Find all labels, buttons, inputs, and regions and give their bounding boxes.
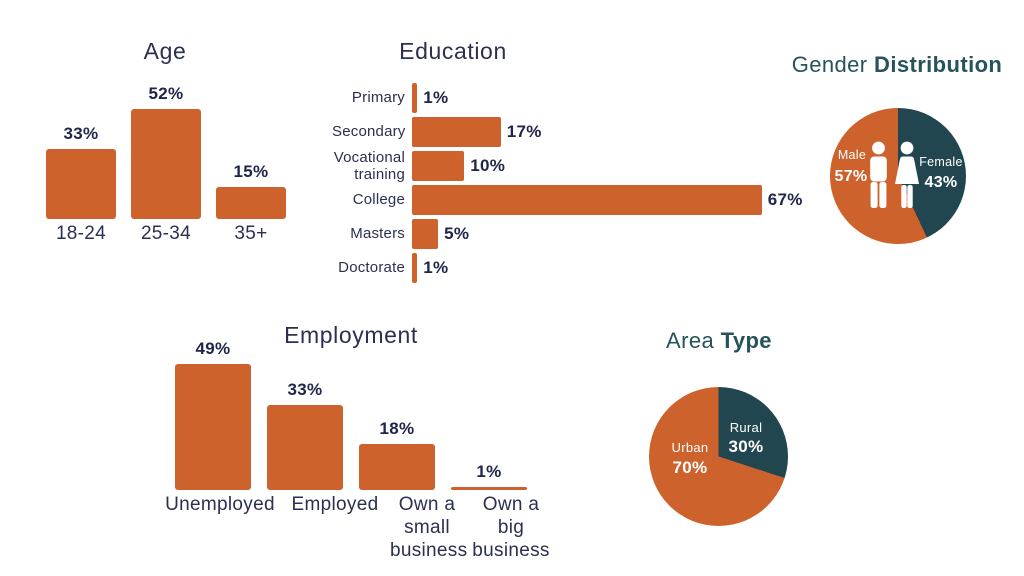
area-value-rural: 30%: [728, 437, 764, 456]
employment-value-unemployed: 49%: [195, 339, 231, 359]
gender-value-female: 43%: [924, 174, 958, 191]
employment-bar-group-big-business: 1%: [451, 462, 527, 490]
education-bar-masters: [412, 219, 439, 249]
age-axis-labels: 18-24 25-34 35+: [46, 222, 286, 245]
age-bar-group-18-24: 33%: [46, 124, 116, 219]
employment-bar-small-business: [359, 443, 435, 490]
age-chart-title: Age: [143, 38, 187, 64]
male-icon: [870, 141, 887, 208]
age-label-25-34: 25-34: [140, 223, 192, 244]
area-title-regular: Area: [666, 328, 721, 353]
gender-chart-title: Gender Distribution: [790, 52, 1004, 78]
education-label-vocational: Vocational training: [333, 148, 405, 183]
area-label-urban: Urban: [671, 440, 709, 455]
area-chart-title: Area Type: [634, 328, 804, 354]
employment-bar-employed: [267, 405, 343, 490]
gender-title-bold: Distribution: [874, 52, 1003, 77]
education-row-masters: Masters 5%: [332, 219, 812, 249]
employment-chart: 49% 33% 18% 1%: [175, 335, 527, 490]
education-bar-secondary: [412, 117, 501, 147]
education-value-masters: 5%: [444, 224, 470, 243]
employment-chart-title: Employment: [284, 322, 418, 348]
employment-label-small-business: Own a small business: [390, 494, 468, 562]
age-value-35plus: 15%: [233, 162, 269, 182]
education-bar-primary: [412, 83, 418, 113]
education-value-vocational: 10%: [470, 156, 506, 175]
age-bar-25-34: [131, 108, 201, 219]
education-label-primary: Primary: [351, 89, 405, 107]
gender-value-male: 57%: [834, 168, 868, 185]
education-row-primary: Primary 1%: [332, 83, 812, 113]
age-bar-group-25-34: 52%: [131, 84, 201, 219]
age-value-25-34: 52%: [148, 83, 184, 103]
education-chart-title: Education: [399, 38, 507, 64]
gender-label-male: Male: [837, 148, 867, 162]
employment-value-small-business: 18%: [379, 418, 415, 438]
age-chart: 33% 52% 15%: [46, 74, 286, 219]
employment-bar-group-unemployed: 49%: [175, 339, 251, 490]
age-value-18-24: 33%: [63, 124, 99, 144]
employment-bar-big-business: [451, 487, 527, 490]
employment-bar-group-small-business: 18%: [359, 419, 435, 490]
education-label-secondary: Secondary: [332, 123, 406, 141]
education-value-primary: 1%: [423, 88, 449, 107]
education-row-secondary: Secondary 17%: [332, 117, 812, 147]
education-chart: Primary 1% Secondary 17% Vocational trai…: [332, 83, 812, 287]
employment-label-employed: Employed: [291, 494, 379, 515]
employment-value-employed: 33%: [287, 380, 323, 400]
employment-value-big-business: 1%: [476, 462, 502, 482]
area-title-bold: Type: [720, 328, 772, 353]
employment-bar-unemployed: [175, 364, 251, 490]
education-label-college: College: [352, 191, 405, 209]
employment-axis-labels: Unemployed Employed Own a small business…: [160, 493, 549, 563]
education-value-doctorate: 1%: [423, 258, 449, 277]
employment-bar-group-employed: 33%: [267, 380, 343, 490]
age-bar-group-35plus: 15%: [216, 162, 286, 219]
female-icon: [895, 141, 919, 208]
education-label-masters: Masters: [350, 225, 405, 243]
age-bar-35plus: [216, 187, 286, 219]
area-pie: [649, 387, 788, 526]
employment-label-big-business: Own a big business: [472, 494, 550, 562]
area-label-rural: Rural: [729, 420, 763, 435]
gender-title-regular: Gender: [791, 52, 875, 77]
age-label-35plus: 35+: [234, 223, 268, 244]
age-label-18-24: 18-24: [55, 223, 107, 244]
age-bar-18-24: [46, 149, 116, 219]
education-value-college: 67%: [767, 190, 803, 209]
education-bar-college: [412, 185, 762, 215]
education-bar-doctorate: [412, 253, 418, 283]
gender-label-female: Female: [919, 155, 963, 169]
area-value-urban: 70%: [672, 458, 708, 477]
education-row-vocational: Vocational training 10%: [332, 148, 812, 183]
education-bar-vocational: [412, 151, 465, 181]
education-row-college: College 67%: [332, 185, 812, 215]
education-value-secondary: 17%: [506, 122, 542, 141]
education-row-doctorate: Doctorate 1%: [332, 253, 812, 283]
education-label-doctorate: Doctorate: [338, 259, 405, 277]
employment-label-unemployed: Unemployed: [165, 494, 275, 515]
